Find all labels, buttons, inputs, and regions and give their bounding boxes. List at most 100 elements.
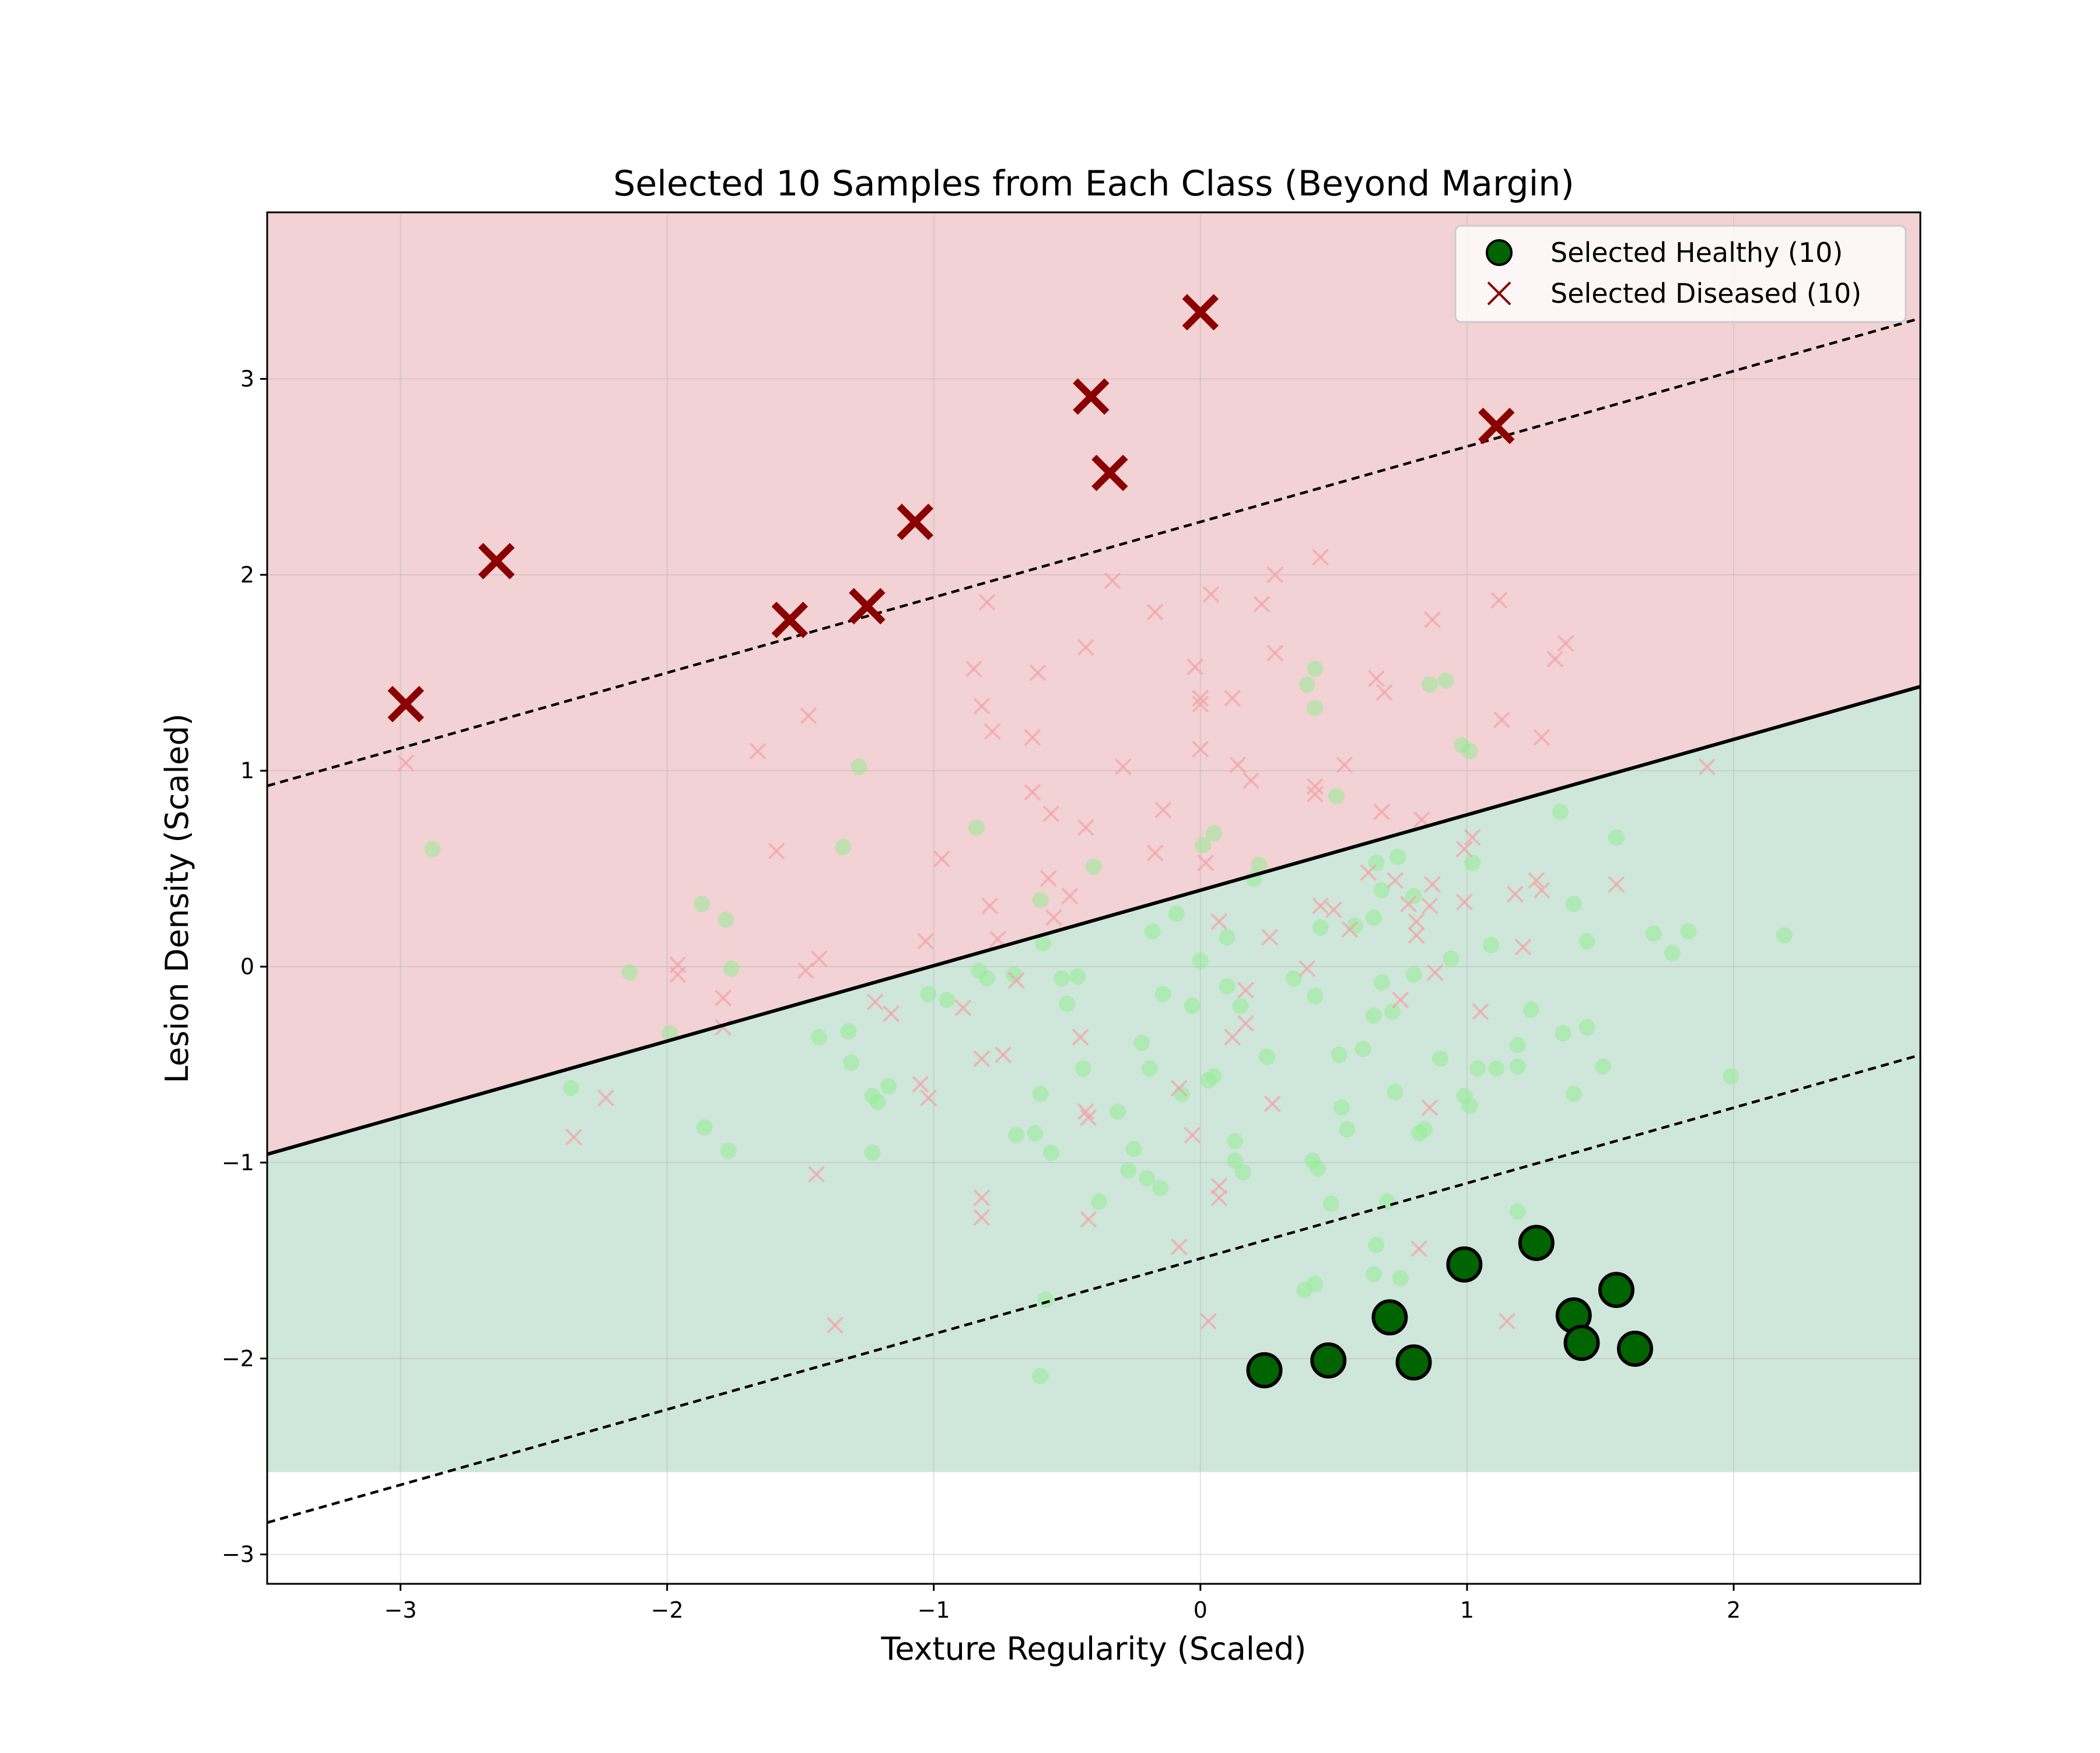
background-diseased-point <box>1264 1095 1281 1112</box>
background-healthy-point <box>1421 676 1438 693</box>
background-diseased-point <box>1455 841 1473 858</box>
background-healthy-point <box>1219 978 1236 995</box>
x-tick-label: 2 <box>1727 1597 1741 1623</box>
background-diseased-point <box>1376 684 1393 701</box>
background-diseased-point <box>1298 960 1316 977</box>
selected-diseased-point <box>1091 454 1128 491</box>
selected-healthy-point <box>1598 1272 1634 1308</box>
background-healthy-point <box>1307 660 1324 677</box>
background-diseased-point <box>597 1089 614 1107</box>
background-healthy-point <box>1608 829 1625 846</box>
background-diseased-point <box>565 1128 583 1146</box>
legend-healthy-label: Selected Healthy (10) <box>1550 237 1843 268</box>
background-diseased-point <box>973 1050 991 1068</box>
background-diseased-point <box>1146 844 1164 862</box>
background-healthy-point <box>1416 1121 1433 1138</box>
background-healthy-point <box>1032 1367 1049 1384</box>
background-diseased-point <box>1499 1313 1516 1330</box>
background-healthy-point <box>939 992 956 1009</box>
background-healthy-point <box>1437 672 1454 689</box>
background-diseased-point <box>1387 872 1404 889</box>
background-diseased-point <box>1698 758 1716 775</box>
selected-diseased-point <box>1073 378 1110 415</box>
x-tick-label: −3 <box>384 1597 417 1623</box>
background-healthy-point <box>1168 905 1185 922</box>
background-healthy-point <box>1509 1058 1526 1075</box>
background-diseased-point <box>1197 854 1214 872</box>
background-healthy-point <box>1307 699 1324 716</box>
background-healthy-point <box>1069 968 1086 985</box>
background-healthy-point <box>1645 925 1662 942</box>
y-tick-label: 3 <box>240 366 254 391</box>
background-diseased-point <box>995 1046 1012 1063</box>
background-diseased-point <box>1373 803 1391 821</box>
selected-healthy-point <box>1395 1344 1432 1381</box>
background-diseased-point <box>1210 1189 1228 1206</box>
background-diseased-point <box>1546 650 1564 668</box>
background-diseased-point <box>1224 1028 1241 1046</box>
background-points <box>397 548 1793 1384</box>
background-diseased-point <box>1192 695 1209 713</box>
background-healthy-point <box>1555 1025 1572 1042</box>
background-healthy-point <box>850 758 867 775</box>
background-healthy-point <box>1152 1180 1169 1196</box>
background-healthy-point <box>1405 888 1422 905</box>
selected-healthy-point <box>1563 1324 1600 1361</box>
selected-healthy-point <box>1446 1246 1483 1283</box>
background-healthy-point <box>1322 1195 1339 1212</box>
background-diseased-point <box>1608 876 1625 893</box>
background-healthy-point <box>1091 1194 1108 1210</box>
background-healthy-point <box>1509 1037 1526 1054</box>
diseased-region <box>267 212 1920 1154</box>
background-healthy-point <box>424 841 441 858</box>
background-healthy-point <box>1339 1121 1356 1138</box>
selected-diseased-point <box>849 587 886 625</box>
background-healthy-point <box>1139 1170 1156 1187</box>
selected-diseased-point <box>1182 294 1219 331</box>
y-axis-label: Lesion Density (Scaled) <box>159 713 195 1083</box>
background-diseased-point <box>768 842 785 860</box>
background-healthy-point <box>1334 1099 1350 1116</box>
y-tick-label: −2 <box>222 1346 254 1371</box>
background-diseased-point <box>1170 1238 1188 1255</box>
background-diseased-point <box>1202 586 1220 603</box>
background-healthy-point <box>1227 1152 1244 1169</box>
background-diseased-point <box>1077 639 1094 656</box>
background-diseased-point <box>965 660 982 677</box>
background-diseased-point <box>973 1189 991 1206</box>
selected-diseased-point <box>771 601 808 638</box>
background-healthy-point <box>840 1023 857 1040</box>
background-healthy-point <box>1086 858 1102 875</box>
background-healthy-point <box>1144 923 1161 940</box>
background-diseased-point <box>933 850 950 867</box>
background-healthy-point <box>1005 966 1022 983</box>
background-diseased-point <box>1261 929 1279 946</box>
x-tick-label: −2 <box>651 1597 684 1623</box>
background-healthy-point <box>694 895 710 912</box>
background-diseased-point <box>1424 876 1441 893</box>
background-healthy-point <box>979 970 996 987</box>
background-diseased-point <box>1306 786 1324 803</box>
background-diseased-point <box>1080 1109 1097 1126</box>
background-diseased-point <box>883 1005 900 1023</box>
plot-frame <box>266 211 1922 1585</box>
background-healthy-point <box>1664 944 1681 961</box>
background-healthy-point <box>1368 855 1385 872</box>
background-healthy-point <box>1443 950 1460 967</box>
background-healthy-point <box>1141 1060 1158 1077</box>
background-diseased-point <box>1146 603 1164 621</box>
background-diseased-point <box>1154 801 1172 818</box>
axis-ticks: −3 −2 −1 0 1 2 −3 −2 −1 0 1 2 3 <box>222 366 1741 1623</box>
background-healthy-point <box>1232 998 1249 1014</box>
boundary-lines <box>267 317 1921 1524</box>
background-healthy-point <box>1312 919 1329 936</box>
background-healthy-point <box>1354 1041 1371 1058</box>
background-healthy-point <box>843 1054 860 1071</box>
upper-margin-line <box>267 317 1921 788</box>
background-diseased-point <box>1045 909 1062 926</box>
background-healthy-point <box>1184 998 1201 1014</box>
background-diseased-point <box>1533 729 1550 746</box>
background-diseased-point <box>1392 991 1409 1009</box>
background-diseased-point <box>797 962 814 979</box>
